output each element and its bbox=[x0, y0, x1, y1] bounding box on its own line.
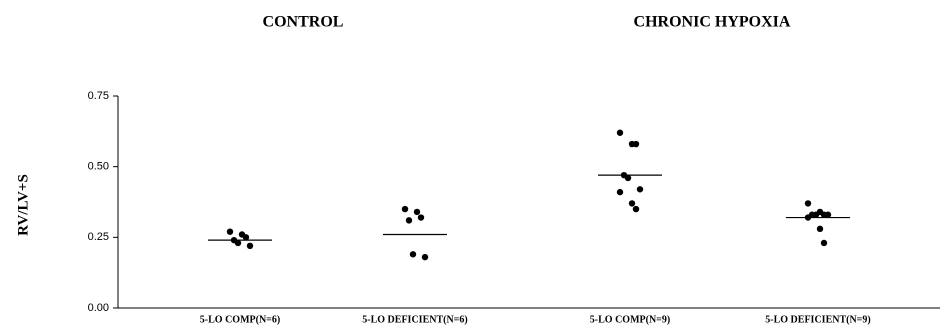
y-tick-label: 0.00 bbox=[88, 302, 109, 314]
y-axis-label: RV/LV+S bbox=[15, 174, 31, 236]
y-tick-label: 0.25 bbox=[88, 231, 109, 243]
x-tick-label: 5-LO COMP(N=6) bbox=[200, 314, 280, 325]
data-point bbox=[624, 174, 632, 182]
data-point bbox=[812, 211, 820, 218]
data-point bbox=[628, 200, 636, 207]
data-point bbox=[816, 225, 824, 233]
x-tick-label: 5-LO COMP(N=9) bbox=[590, 314, 670, 325]
y-tick-label: 0.50 bbox=[88, 161, 109, 173]
data-point bbox=[246, 242, 254, 250]
data-point bbox=[242, 234, 250, 241]
data-point bbox=[804, 200, 812, 207]
group-label: CONTROL bbox=[263, 14, 344, 31]
data-point bbox=[409, 251, 417, 258]
data-point bbox=[401, 205, 409, 213]
y-tick-label: 0.75 bbox=[88, 90, 109, 102]
data-point bbox=[820, 239, 828, 247]
data-point bbox=[804, 214, 812, 221]
group-label: CHRONIC HYPOXIA bbox=[634, 14, 791, 31]
data-point bbox=[636, 186, 644, 193]
data-point bbox=[234, 239, 242, 247]
data-point bbox=[632, 205, 640, 213]
data-point bbox=[417, 214, 425, 221]
data-point bbox=[824, 211, 832, 218]
data-point bbox=[632, 140, 640, 148]
data-point bbox=[616, 188, 624, 196]
data-point bbox=[226, 228, 234, 235]
x-tick-label: 5-LO DEFICIENT(N=6) bbox=[362, 314, 467, 325]
data-point bbox=[616, 129, 624, 136]
x-tick-label: 5-LO DEFICIENT(N=9) bbox=[765, 314, 870, 325]
data-point bbox=[405, 217, 413, 224]
data-point bbox=[421, 253, 429, 261]
data-point bbox=[413, 208, 421, 216]
